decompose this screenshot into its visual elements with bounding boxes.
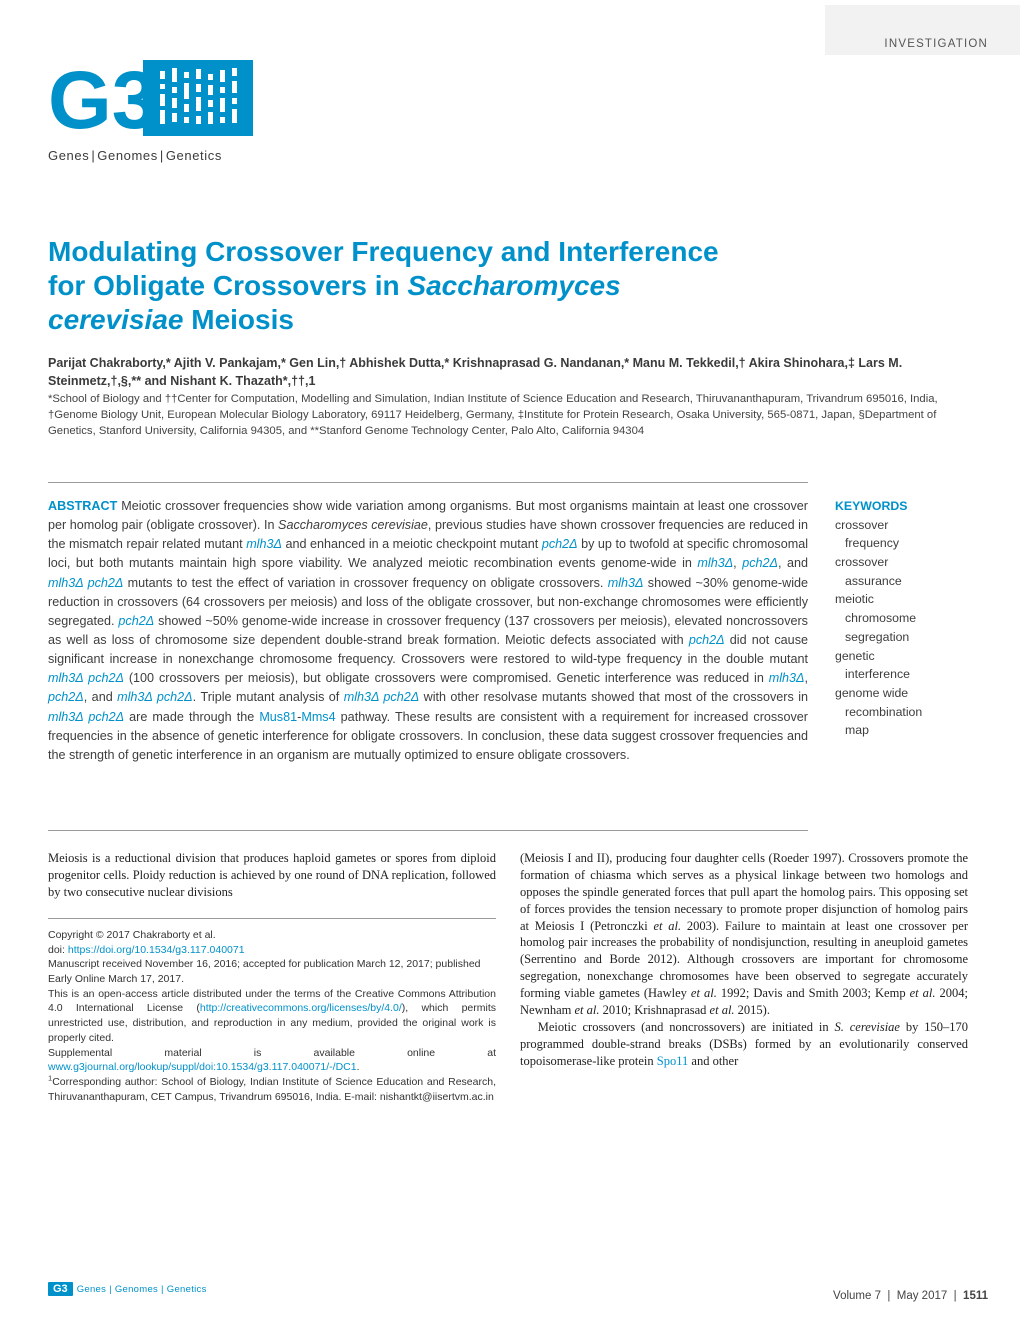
footer-g3-badge: G3 — [48, 1282, 73, 1296]
journal-logo: G3 Genes|Genomes|Genetics — [48, 60, 268, 163]
logo-word-genes: Genes — [48, 148, 89, 163]
abstract-label: ABSTRACT — [48, 499, 117, 513]
keyword: assurance — [835, 572, 1005, 591]
footer-logo: G3 Genes | Genomes | Genetics — [48, 1282, 207, 1296]
logo-word-genomes: Genomes — [97, 148, 158, 163]
rule-above-copyright — [48, 918, 496, 919]
body-col-left: Meiosis is a reductional division that p… — [48, 850, 496, 901]
logo-subtitle: Genes|Genomes|Genetics — [48, 148, 268, 163]
keyword: meiotic — [835, 590, 1005, 609]
title-line-1: Modulating Crossover Frequency and Inter… — [48, 236, 719, 267]
keyword: frequency — [835, 534, 1005, 553]
title-genus: Saccharomyces — [407, 270, 620, 301]
cc-link[interactable]: http://creativecommons.org/licenses/by/4… — [200, 1002, 402, 1014]
footer-subtitle: Genes | Genomes | Genetics — [77, 1284, 207, 1295]
body-col-right: (Meiosis I and II), producing four daugh… — [520, 850, 968, 1069]
article-category: INVESTIGATION — [884, 38, 988, 50]
keyword: interference — [835, 665, 1005, 684]
keyword: map — [835, 721, 1005, 740]
keyword: recombination — [835, 703, 1005, 722]
suppl-link[interactable]: www.g3journal.org/lookup/suppl/doi:10.15… — [48, 1061, 357, 1073]
page-footer: G3 Genes | Genomes | Genetics Volume 7 |… — [48, 1282, 988, 1302]
abstract-block: ABSTRACT Meiotic crossover frequencies s… — [48, 497, 808, 765]
footer-issue-page: Volume 7 | May 2017 | 1511 — [833, 1290, 988, 1302]
corresponding-author: Corresponding author: School of Biology,… — [48, 1076, 496, 1103]
copyright-block: Copyright © 2017 Chakraborty et al. doi:… — [48, 928, 496, 1104]
keywords-block: KEYWORDS crossover frequency crossover a… — [835, 497, 1005, 740]
logo-word-genetics: Genetics — [166, 148, 222, 163]
rule-below-abstract — [48, 830, 808, 831]
manuscript-dates: Manuscript received November 16, 2016; a… — [48, 957, 496, 986]
copyright-line: Copyright © 2017 Chakraborty et al. — [48, 929, 216, 941]
affiliations: *School of Biology and ††Center for Comp… — [48, 392, 968, 439]
title-species: cerevisiae — [48, 304, 183, 335]
doi-link[interactable]: https://doi.org/10.1534/g3.117.040071 — [68, 944, 245, 956]
svg-text:G3: G3 — [48, 60, 157, 142]
title-line-3b: Meiosis — [183, 304, 293, 335]
keyword: chromosome — [835, 609, 1005, 628]
keyword: crossover — [835, 553, 1005, 572]
keyword: crossover — [835, 516, 1005, 535]
g3-logo-icon: G3 — [48, 60, 258, 142]
author-list: Parijat Chakraborty,* Ajith V. Pankajam,… — [48, 354, 948, 390]
keyword: segregation — [835, 628, 1005, 647]
rule-above-abstract — [48, 482, 808, 483]
article-title: Modulating Crossover Frequency and Inter… — [48, 235, 938, 337]
keyword: genetic — [835, 647, 1005, 666]
keyword: genome wide — [835, 684, 1005, 703]
title-line-2a: for Obligate Crossovers in — [48, 270, 407, 301]
keywords-label: KEYWORDS — [835, 497, 1005, 516]
